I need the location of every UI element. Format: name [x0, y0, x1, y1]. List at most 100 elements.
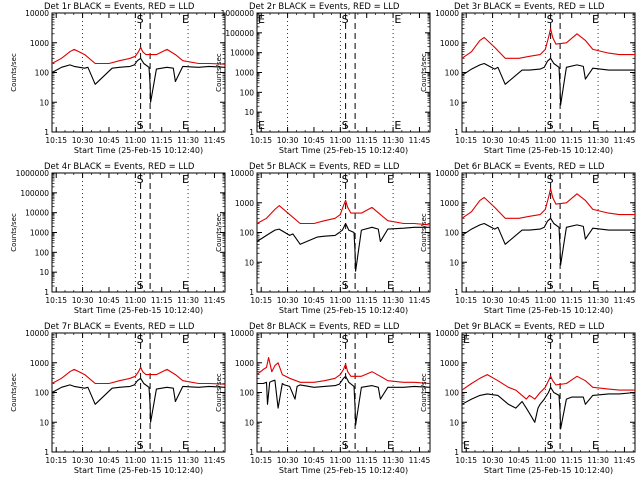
- y-tick-label: 1000: [235, 199, 254, 208]
- x-tick-label: 10:15: [250, 296, 272, 305]
- x-tick-label: 11:45: [614, 136, 636, 145]
- x-tick-label: 11:30: [587, 136, 609, 145]
- x-tick-label: 10:30: [72, 136, 94, 145]
- y-axis-label: Counts/sec: [10, 373, 18, 412]
- panel-det-4: Det 4r BLACK = Events, RED = LLD 10:15 10:…: [10, 162, 226, 315]
- series-events-line: [51, 377, 226, 423]
- y-tick-label: 1: [249, 128, 254, 137]
- series-events-line: [51, 57, 226, 103]
- y-tick-label: 10: [449, 258, 459, 267]
- marker-label: E: [592, 439, 599, 452]
- panel-det-1: Det 1r BLACK = Events, RED = LLD 10:15 10:…: [10, 2, 226, 155]
- marker-label: E: [394, 13, 401, 26]
- x-tick-label: 10:45: [98, 456, 120, 465]
- x-tick-label: 11:00: [535, 296, 557, 305]
- marker-label: E: [387, 333, 394, 346]
- x-tick-label: 10:15: [45, 136, 67, 145]
- panel-title: Det 6r BLACK = Events, RED = LLD: [454, 162, 605, 172]
- plot-frame: [461, 172, 636, 293]
- series-lld-line: [51, 46, 226, 65]
- marker-label: S: [342, 439, 349, 452]
- plot-frame: [256, 12, 431, 133]
- x-tick-label: 10:15: [455, 456, 477, 465]
- x-tick-label: 10:15: [45, 296, 67, 305]
- x-tick-label: 11:15: [561, 136, 583, 145]
- y-tick-label: 100: [35, 248, 50, 257]
- x-tick-label: 10:30: [277, 136, 299, 145]
- y-tick-label: 10000: [230, 329, 254, 338]
- y-tick-label: 100000: [20, 189, 49, 198]
- marker-label: E: [592, 279, 599, 292]
- panel-det-9: Det 9r BLACK = Events, RED = LLD 10:15 10:…: [420, 322, 636, 475]
- marker-label: S: [547, 119, 554, 132]
- marker-label: E: [182, 13, 189, 26]
- series-events-line: [461, 57, 635, 106]
- x-tick-label: 11:00: [330, 296, 352, 305]
- x-tick-label: 11:15: [356, 296, 378, 305]
- x-tick-label: 10:15: [455, 136, 477, 145]
- marker-label: S: [342, 333, 349, 346]
- marker-label: S: [547, 279, 554, 292]
- x-axis-label: Start Time (25-Feb-15 10:12:40): [74, 466, 203, 475]
- x-tick-label: 10:15: [250, 136, 272, 145]
- panel-det-6: Det 6r BLACK = Events, RED = LLD 10:15 10:…: [420, 162, 636, 315]
- x-tick-label: 11:00: [330, 136, 352, 145]
- y-tick-label: 100: [240, 88, 255, 97]
- marker-label: S: [547, 439, 554, 452]
- y-tick-label: 10: [244, 108, 254, 117]
- marker-label: E: [182, 173, 189, 186]
- x-tick-label: 10:15: [250, 456, 272, 465]
- y-tick-label: 100: [240, 229, 255, 238]
- marker-label: E: [182, 279, 189, 292]
- marker-label: E: [182, 119, 189, 132]
- y-tick-label: 1000: [440, 199, 459, 208]
- x-tick-label: 11:30: [587, 456, 609, 465]
- y-tick-label: 100: [445, 229, 460, 238]
- x-axis-label: Start Time (25-Feb-15 10:12:40): [279, 146, 408, 155]
- x-axis-label: Start Time (25-Feb-15 10:12:40): [74, 306, 203, 315]
- y-axis-label: Counts/sec: [420, 373, 428, 412]
- series-events-line: [461, 386, 636, 430]
- x-tick-label: 11:45: [409, 296, 431, 305]
- series-lld-line: [461, 374, 635, 400]
- x-axis-label: Start Time (25-Feb-15 10:12:40): [484, 466, 613, 475]
- x-tick-label: 10:30: [482, 296, 504, 305]
- y-tick-label: 10: [39, 98, 49, 107]
- series-events-line: [257, 375, 431, 426]
- y-tick-label: 1000: [235, 69, 254, 78]
- marker-label: E: [592, 119, 599, 132]
- y-axis-label: Counts/sec: [420, 213, 428, 252]
- marker-label: S: [137, 439, 144, 452]
- x-tick-label: 10:45: [98, 296, 120, 305]
- marker-label: S: [137, 279, 144, 292]
- x-tick-label: 10:30: [277, 456, 299, 465]
- x-tick-label: 11:30: [177, 296, 199, 305]
- y-tick-label: 10: [244, 258, 254, 267]
- marker-label: E: [463, 333, 470, 346]
- y-tick-label: 1: [454, 288, 459, 297]
- x-tick-label: 11:15: [561, 456, 583, 465]
- x-tick-label: 11:30: [177, 136, 199, 145]
- x-tick-label: 10:15: [455, 296, 477, 305]
- x-tick-label: 11:00: [330, 456, 352, 465]
- panel-det-8: Det 8r BLACK = Events, RED = LLD 10:15 10:…: [215, 322, 431, 475]
- x-tick-label: 11:30: [587, 296, 609, 305]
- x-tick-label: 10:45: [508, 296, 530, 305]
- panel-title: Det 1r BLACK = Events, RED = LLD: [44, 2, 195, 12]
- x-tick-label: 10:30: [72, 296, 94, 305]
- x-tick-label: 10:30: [72, 456, 94, 465]
- y-axis-label: Counts/sec: [420, 53, 428, 92]
- x-tick-label: 10:45: [508, 136, 530, 145]
- panel-title: Det 8r BLACK = Events, RED = LLD: [249, 322, 400, 332]
- x-tick-label: 10:30: [277, 296, 299, 305]
- y-tick-label: 100: [240, 389, 255, 398]
- panel-det-7: Det 7r BLACK = Events, RED = LLD 10:15 10:…: [10, 322, 226, 475]
- x-tick-label: 11:45: [204, 296, 226, 305]
- x-tick-label: 11:30: [382, 136, 404, 145]
- series-lld-line: [256, 199, 431, 226]
- y-tick-label: 10000: [435, 169, 459, 178]
- x-axis-label: Start Time (25-Feb-15 10:12:40): [484, 146, 613, 155]
- y-tick-label: 1000: [30, 229, 49, 238]
- marker-label: S: [342, 119, 349, 132]
